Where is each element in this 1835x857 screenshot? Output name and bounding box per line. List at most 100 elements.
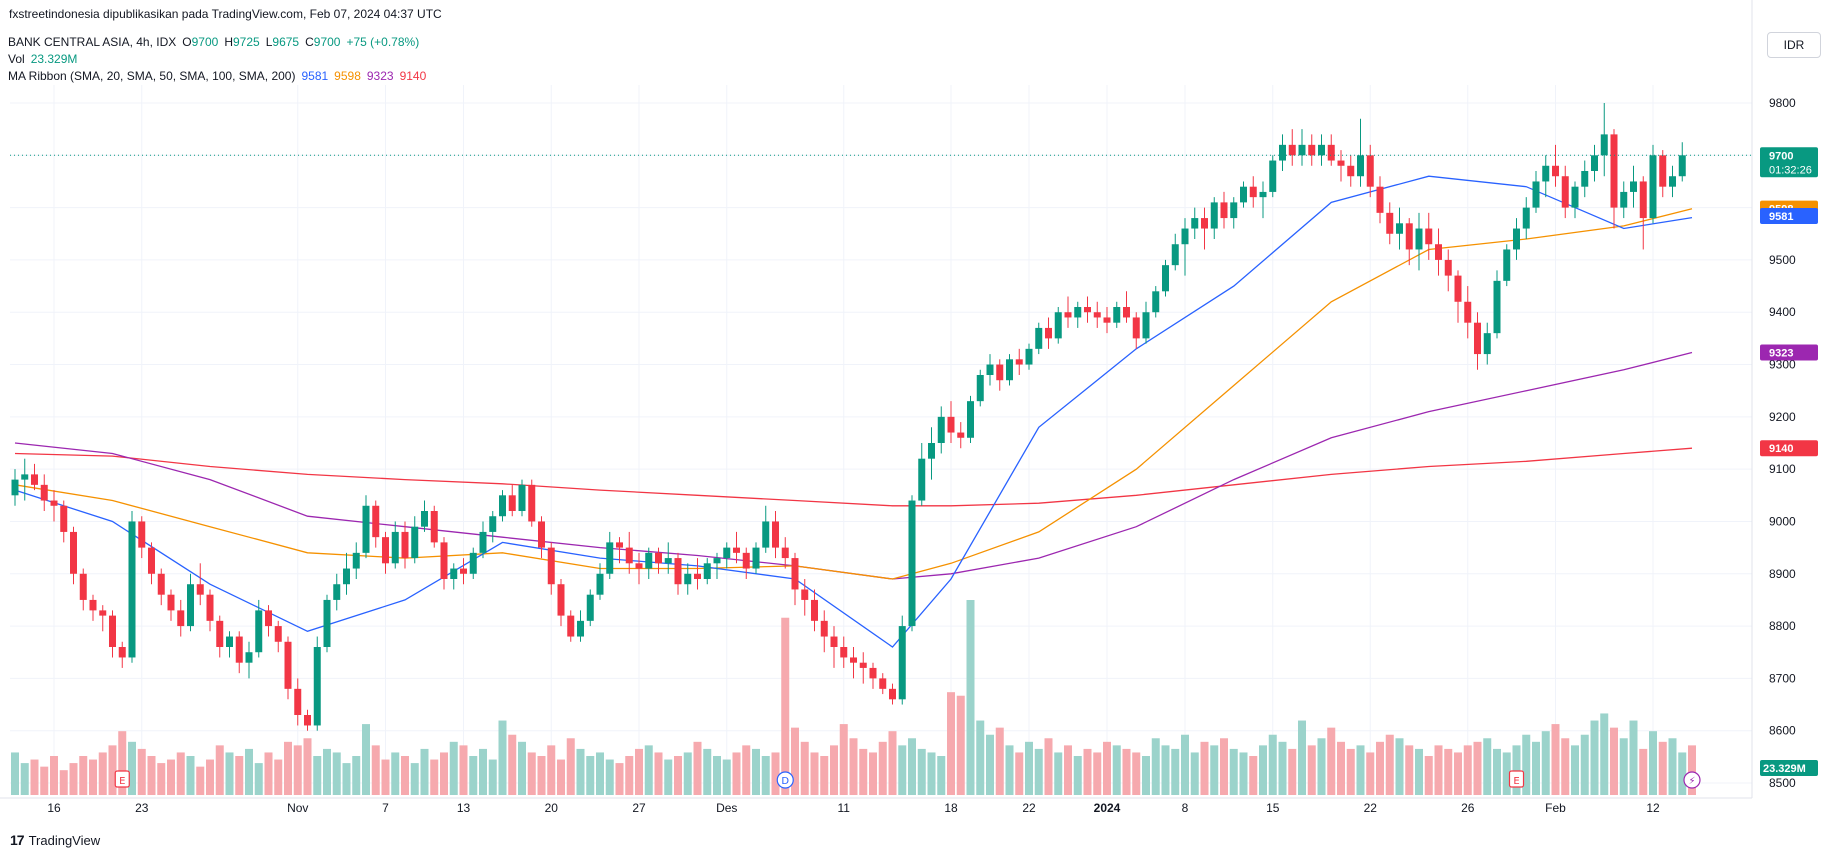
- volume-bar: [176, 752, 185, 795]
- ma20-line: [14, 175, 1693, 648]
- volume-bar: [323, 748, 331, 795]
- candle-body: [625, 547, 633, 564]
- volume-bar: [69, 763, 78, 795]
- volume-bar: [849, 738, 858, 795]
- volume-bar: [1181, 734, 1189, 795]
- time-tick-label: 26: [1461, 801, 1475, 815]
- volume-bar: [206, 759, 214, 795]
- candle-body: [235, 636, 243, 663]
- volume-bar: [498, 720, 507, 795]
- candle-body: [109, 615, 116, 647]
- volume-bar: [1463, 745, 1472, 795]
- change-value: +75 (+0.78%): [346, 35, 420, 49]
- candle-body: [1503, 249, 1511, 281]
- candle-body: [1288, 144, 1296, 156]
- price-tick-label: 9500: [1769, 253, 1796, 267]
- price-tick-label: 8900: [1769, 567, 1796, 581]
- volume-bar: [1044, 738, 1053, 795]
- volume-bar: [908, 738, 916, 795]
- candle-body: [1337, 160, 1345, 166]
- volume-bar: [1317, 738, 1326, 795]
- candle-body: [1318, 144, 1325, 156]
- time-tick-label: 22: [1364, 801, 1378, 815]
- volume-bar: [1444, 748, 1453, 795]
- candle-body: [1435, 244, 1442, 260]
- volume-bar: [342, 763, 351, 795]
- candle-body: [265, 610, 272, 627]
- open-value: 9700: [191, 35, 219, 49]
- candle-body: [664, 558, 672, 564]
- ma200-line: [14, 447, 1693, 507]
- time-tick-label: 13: [457, 801, 471, 815]
- volume-bar: [810, 752, 819, 795]
- candle-body: [508, 495, 516, 511]
- candle-body: [1454, 275, 1462, 302]
- volume-bar: [537, 756, 546, 795]
- volume-bar: [596, 752, 604, 795]
- candle-body: [879, 678, 887, 689]
- close-label: C: [305, 35, 314, 49]
- candle-body: [996, 364, 1004, 381]
- time-tick-label: 22: [1022, 801, 1036, 815]
- time-tick-label: 27: [632, 801, 646, 815]
- tradingview-logo[interactable]: 17 TradingView: [10, 832, 100, 848]
- volume-bar: [1551, 724, 1560, 795]
- volume-bar: [1337, 741, 1345, 795]
- candle-body: [1015, 359, 1023, 365]
- candle-body: [479, 531, 487, 553]
- volume-bar: [410, 763, 419, 795]
- split-marker[interactable]: [1683, 771, 1701, 789]
- volume-value: 23.329M: [30, 52, 78, 66]
- volume-bar: [800, 741, 809, 795]
- volume-bar: [771, 752, 780, 795]
- volume-bar: [791, 727, 799, 795]
- volume-bar: [937, 756, 946, 795]
- candle-body: [976, 375, 984, 402]
- candle-body: [557, 584, 565, 616]
- candle-body: [1357, 155, 1364, 177]
- dividend-marker[interactable]: [776, 771, 794, 789]
- candle-body: [187, 584, 194, 627]
- candle-body: [752, 547, 760, 569]
- volume-bar: [1356, 745, 1365, 795]
- volume-bar: [245, 748, 253, 795]
- candle-body: [850, 657, 857, 663]
- earnings-marker[interactable]: [1508, 770, 1525, 788]
- candle-body: [1162, 265, 1169, 292]
- volume-bar: [742, 745, 751, 795]
- price-tick-label: 9300: [1769, 358, 1796, 372]
- volume-bar: [878, 741, 887, 795]
- volume-bar: [20, 763, 29, 795]
- volume-bar: [381, 759, 390, 795]
- candle-body: [177, 610, 185, 627]
- candle-body: [1230, 202, 1238, 219]
- volume-bar: [1395, 738, 1404, 795]
- ma100-price-label: 9323: [1769, 348, 1793, 360]
- volume-bar: [1385, 734, 1394, 795]
- candle-body: [674, 558, 682, 585]
- candle-body: [1513, 228, 1520, 250]
- candle-body: [684, 573, 692, 585]
- volume-bar: [927, 752, 936, 795]
- volume-bar: [586, 756, 595, 795]
- volume-bar: [683, 752, 692, 795]
- volume-bar: [1590, 720, 1599, 795]
- volume-bar: [1151, 738, 1160, 795]
- candle-body: [128, 521, 136, 658]
- candle-body: [1669, 176, 1676, 187]
- time-tick-label: 16: [47, 801, 61, 815]
- earnings-marker[interactable]: [114, 770, 130, 788]
- candle-body: [742, 552, 750, 569]
- volume-bar: [1424, 756, 1433, 795]
- candle-body: [382, 537, 389, 564]
- volume-bar: [391, 752, 400, 795]
- candle-body: [157, 573, 165, 595]
- volume-price-label-bg: [1760, 760, 1818, 776]
- volume-label: Vol: [8, 52, 25, 66]
- candle-body: [421, 511, 428, 527]
- candle-body: [11, 479, 19, 496]
- candle-body: [1571, 186, 1579, 208]
- candle-body: [167, 594, 175, 611]
- currency-button[interactable]: IDR: [1767, 32, 1821, 58]
